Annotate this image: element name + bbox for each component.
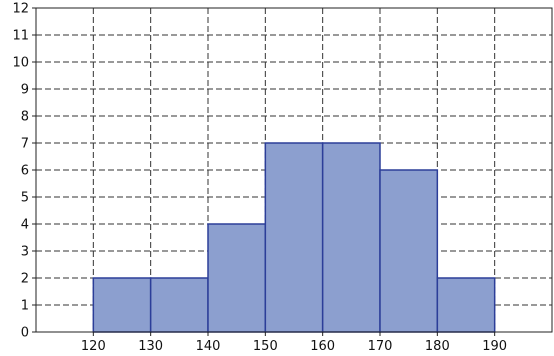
y-tick-label: 4 [21,218,29,233]
y-tick-label: 11 [12,29,29,44]
y-tick-label: 2 [21,272,29,287]
histogram-bar [207,223,267,333]
y-tick-label: 10 [12,56,29,71]
x-tick-label: 150 [253,339,278,354]
y-tick-label: 3 [21,245,29,260]
x-tick-label: 130 [138,339,163,354]
y-tick-label: 0 [21,326,29,341]
y-tick-label: 12 [12,2,29,17]
x-tick-label: 190 [482,339,507,354]
histogram-bar [149,277,209,333]
x-tick-label: 180 [425,339,450,354]
histogram-bar [264,142,324,333]
y-tick-label: 7 [21,137,29,152]
plot-frame [32,7,553,336]
y-tick-label: 5 [21,191,29,206]
histogram-bar [436,277,496,333]
x-tick-label: 120 [81,339,106,354]
histogram-bars [92,142,496,333]
histogram-bar [321,142,381,333]
y-tick-label: 6 [21,164,29,179]
histogram-bar [379,169,439,333]
y-tick-label: 8 [21,110,29,125]
histogram-bar [92,277,152,333]
y-tick-label: 1 [21,299,29,314]
y-tick-label: 9 [21,83,29,98]
x-tick-label: 160 [310,339,335,354]
x-tick-labels: 120 130 140 150 160 170 180 190 [81,339,507,354]
x-tick-label: 140 [196,339,221,354]
x-tick-label: 170 [368,339,393,354]
